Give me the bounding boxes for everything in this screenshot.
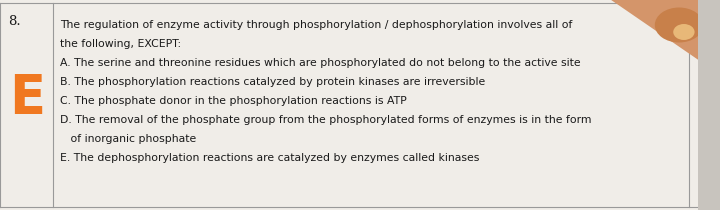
Polygon shape bbox=[0, 0, 698, 210]
Ellipse shape bbox=[654, 8, 703, 42]
Text: A. The serine and threonine residues which are phosphorylated do not belong to t: A. The serine and threonine residues whi… bbox=[60, 58, 581, 68]
Polygon shape bbox=[611, 0, 698, 60]
Text: 8.: 8. bbox=[8, 15, 20, 28]
Text: B. The phosphorylation reactions catalyzed by protein kinases are irreversible: B. The phosphorylation reactions catalyz… bbox=[60, 77, 485, 87]
Text: the following, EXCEPT:: the following, EXCEPT: bbox=[60, 39, 181, 49]
Text: E. The dephosphorylation reactions are catalyzed by enzymes called kinases: E. The dephosphorylation reactions are c… bbox=[60, 153, 480, 163]
Text: The regulation of enzyme activity through phosphorylation / dephosphorylation in: The regulation of enzyme activity throug… bbox=[60, 20, 572, 30]
Ellipse shape bbox=[673, 24, 695, 40]
Text: of inorganic phosphate: of inorganic phosphate bbox=[60, 134, 197, 144]
Text: D. The removal of the phosphate group from the phosphorylated forms of enzymes i: D. The removal of the phosphate group fr… bbox=[60, 115, 592, 125]
Text: C. The phosphate donor in the phosphorylation reactions is ATP: C. The phosphate donor in the phosphoryl… bbox=[60, 96, 407, 106]
Text: E: E bbox=[9, 72, 45, 124]
